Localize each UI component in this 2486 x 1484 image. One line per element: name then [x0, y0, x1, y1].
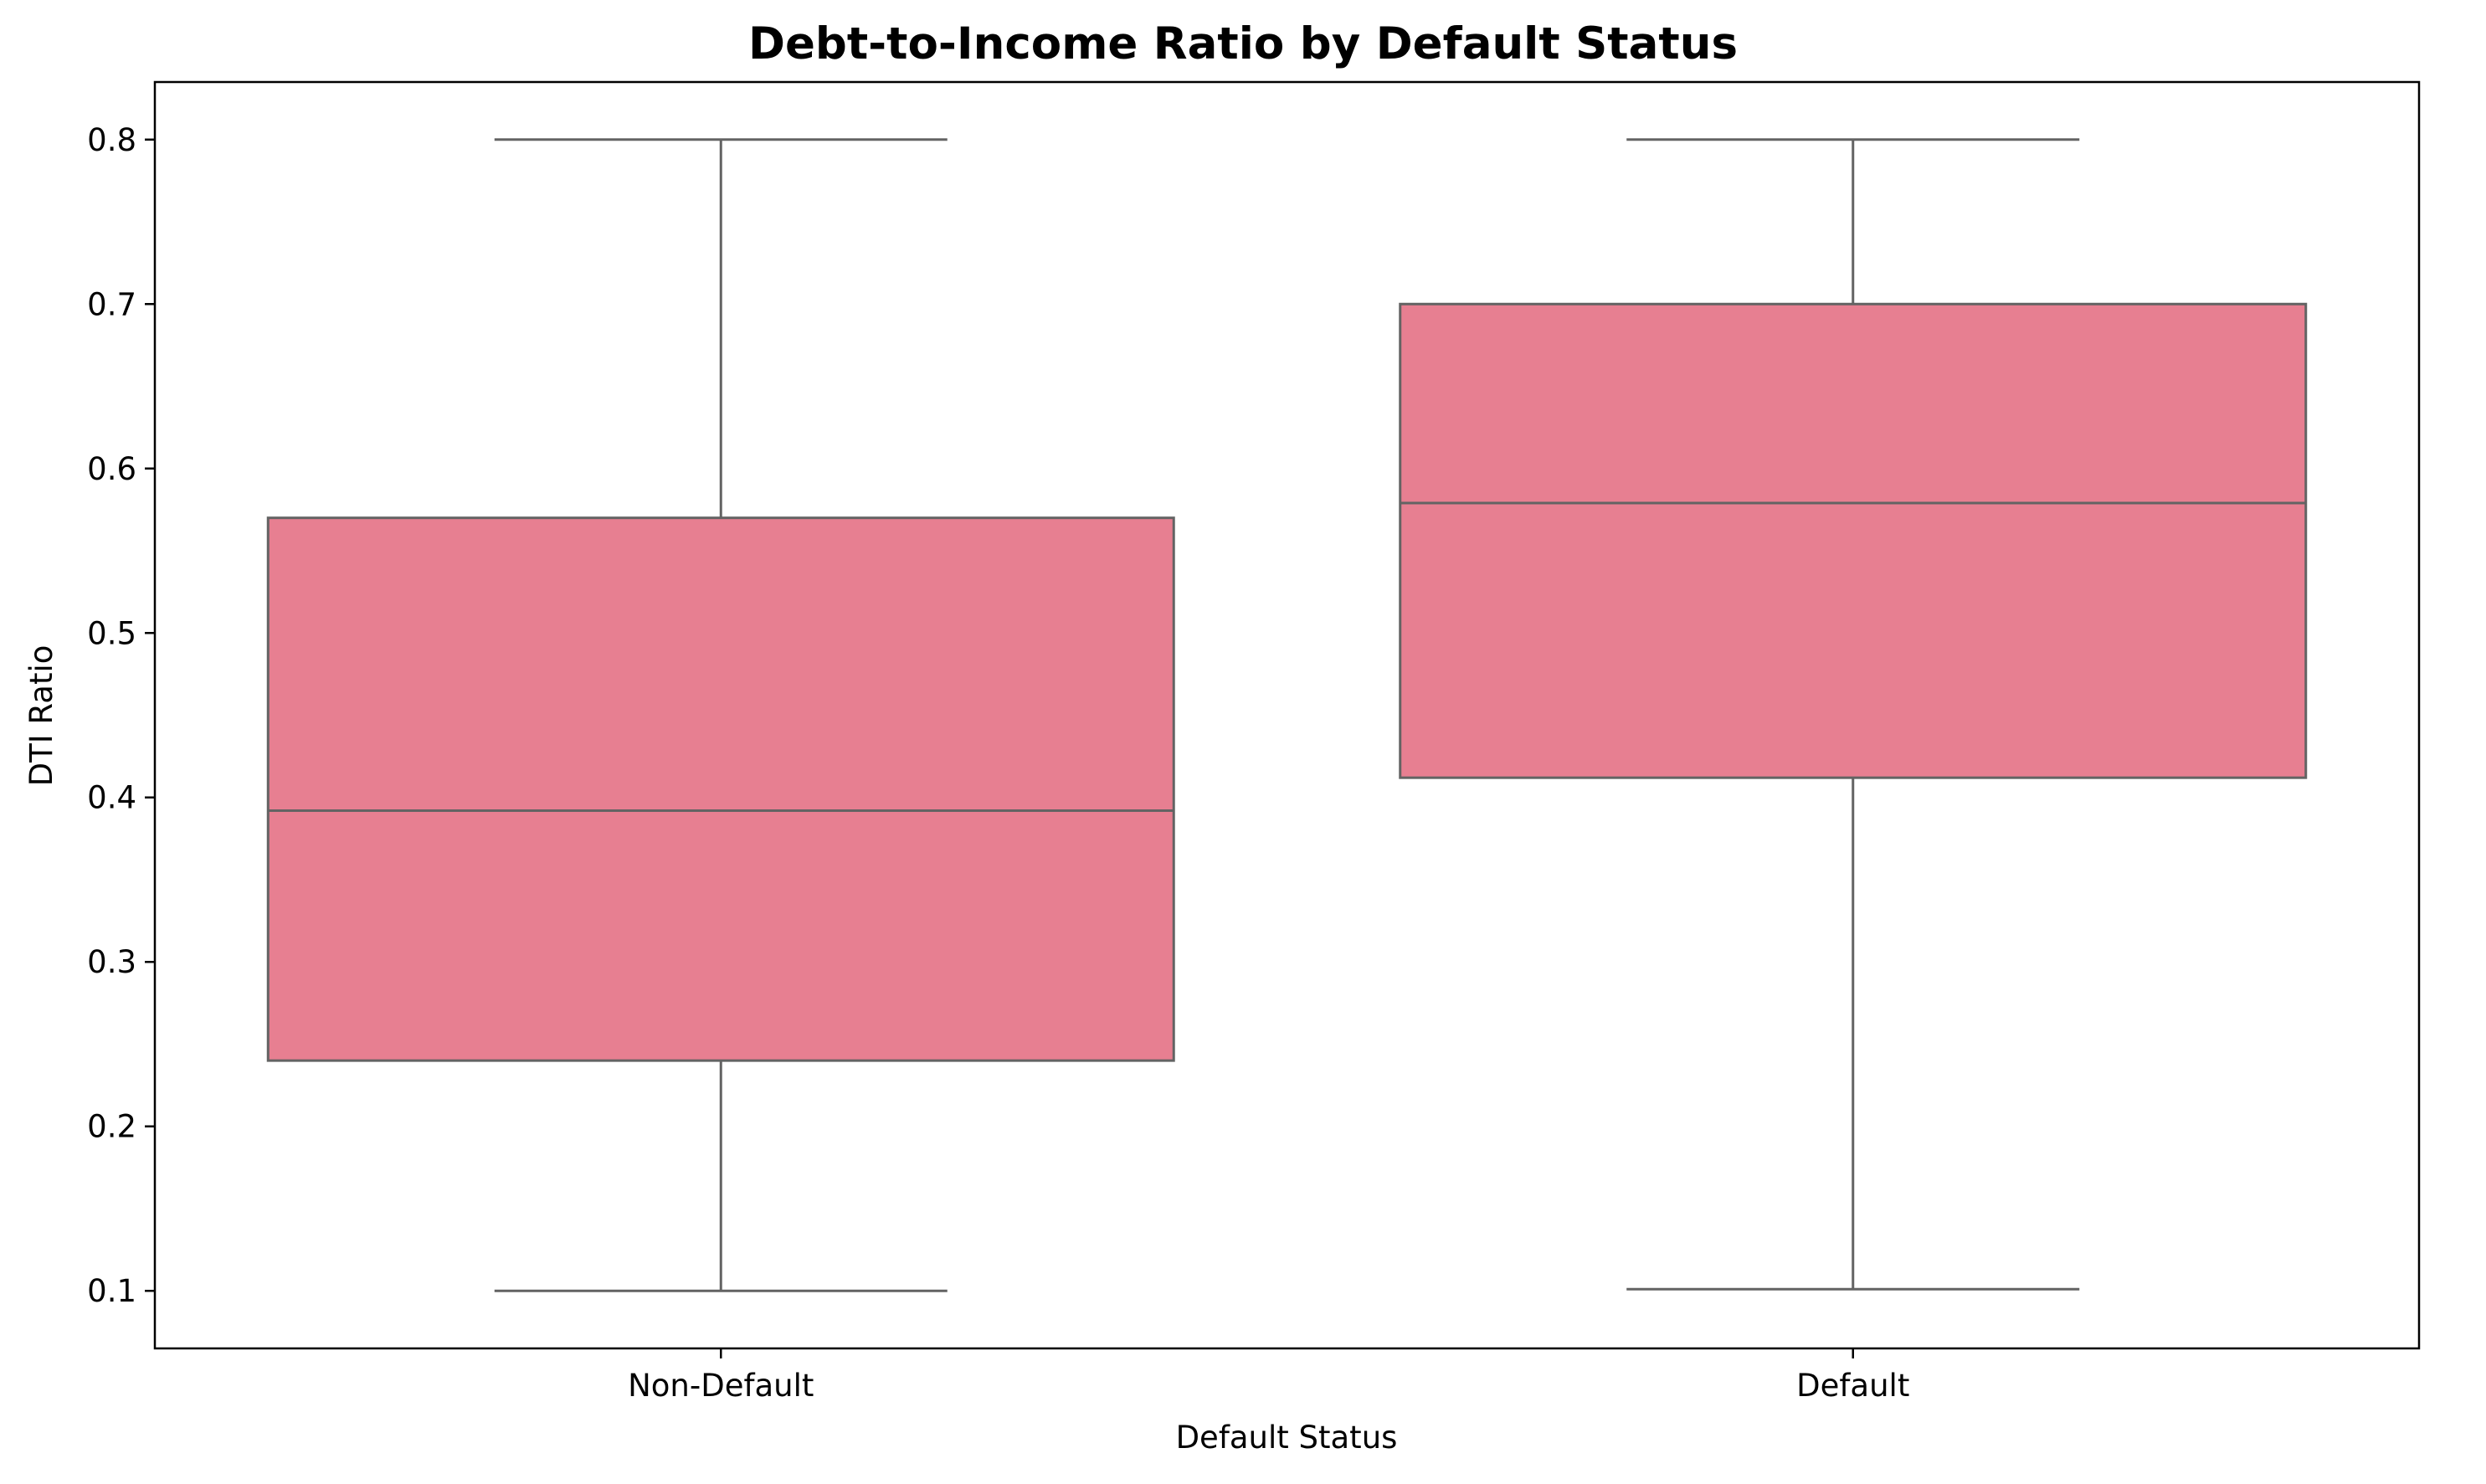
box-group-default	[1399, 138, 2308, 1291]
x-tick-label: Non-Default	[628, 1368, 814, 1404]
y-tick-label: 0.7	[87, 286, 136, 322]
y-tick-label: 0.2	[87, 1109, 136, 1145]
x-tick-label: Default	[1796, 1368, 1909, 1404]
y-tick-label: 0.6	[87, 451, 136, 487]
iqr-box	[1399, 302, 2308, 779]
y-tick-label: 0.4	[87, 780, 136, 816]
plot-area-frame	[153, 80, 2421, 1350]
y-tick-label: 0.3	[87, 944, 136, 980]
x-axis-ticks: Non-Default Default	[628, 1348, 1909, 1404]
y-tick-label: 0.1	[87, 1273, 136, 1309]
y-tick-label: 0.5	[87, 615, 136, 651]
x-axis-label: Default Status	[1176, 1420, 1398, 1456]
iqr-box	[266, 516, 1175, 1062]
y-axis-ticks: 0.1 0.2 0.3 0.4 0.5 0.6 0.7 0.8	[87, 122, 155, 1309]
box-series	[266, 138, 2308, 1292]
chart-title: Debt-to-Income Ratio by Default Status	[748, 18, 1738, 69]
box-group-non-default	[266, 138, 1175, 1292]
y-tick-label: 0.8	[87, 122, 136, 158]
y-axis-label: DTI Ratio	[23, 645, 59, 787]
